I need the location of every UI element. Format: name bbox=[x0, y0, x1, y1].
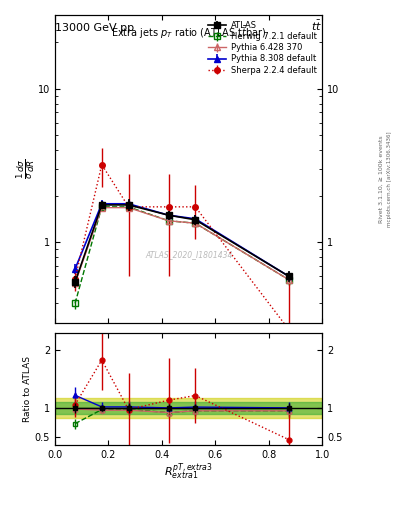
Text: Rivet 3.1.10, ≥ 100k events: Rivet 3.1.10, ≥ 100k events bbox=[379, 135, 384, 223]
Text: 13000 GeV pp: 13000 GeV pp bbox=[55, 23, 134, 33]
Text: $t\bar{t}$: $t\bar{t}$ bbox=[311, 19, 322, 33]
Bar bbox=[55, 402, 322, 414]
Text: ATLAS_2020_I1801434: ATLAS_2020_I1801434 bbox=[145, 250, 232, 260]
Y-axis label: $\frac{1}{\sigma}\frac{d\sigma}{dR}$: $\frac{1}{\sigma}\frac{d\sigma}{dR}$ bbox=[15, 159, 37, 179]
X-axis label: $R_{extra1}^{pT,extra3}$: $R_{extra1}^{pT,extra3}$ bbox=[164, 462, 213, 482]
Text: Extra jets $p_{T}$ ratio (ATLAS t$\bar{t}$bar): Extra jets $p_{T}$ ratio (ATLAS t$\bar{t… bbox=[111, 25, 266, 40]
Legend: ATLAS, Herwig 7.2.1 default, Pythia 6.428 370, Pythia 8.308 default, Sherpa 2.2.: ATLAS, Herwig 7.2.1 default, Pythia 6.42… bbox=[206, 19, 318, 76]
Text: mcplots.cern.ch [arXiv:1306.3436]: mcplots.cern.ch [arXiv:1306.3436] bbox=[387, 132, 391, 227]
Y-axis label: Ratio to ATLAS: Ratio to ATLAS bbox=[23, 356, 32, 422]
Bar bbox=[55, 398, 322, 418]
